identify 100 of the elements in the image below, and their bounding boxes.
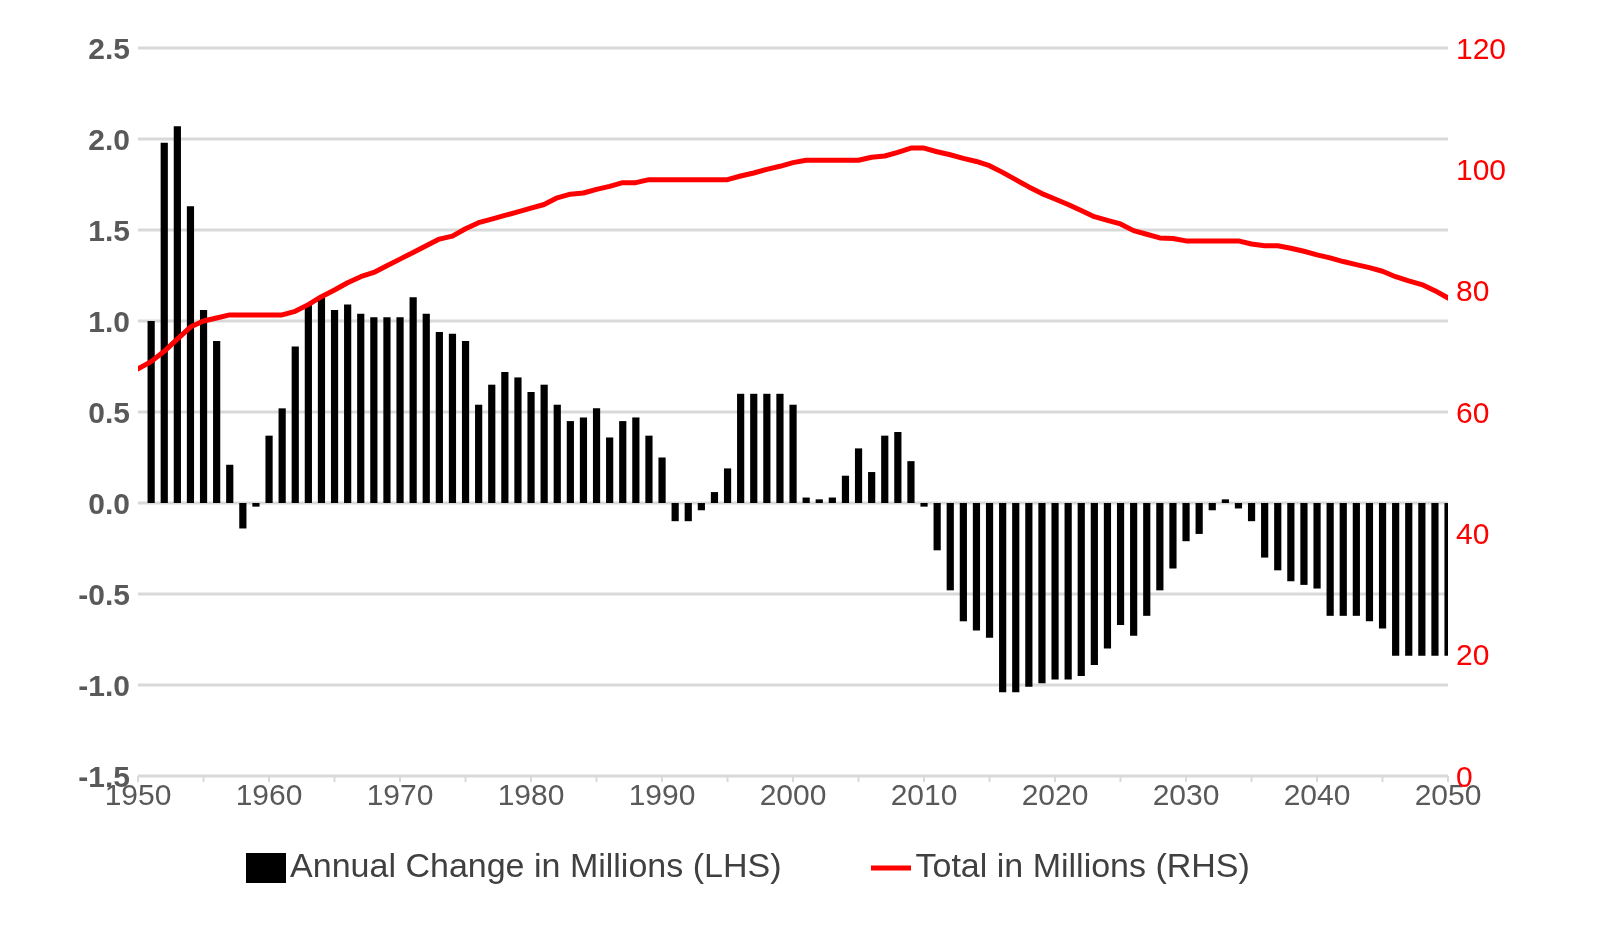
bar [396,317,404,503]
bar [422,313,430,503]
legend-label: Total in Millions (RHS) [915,845,1250,884]
bar [1234,502,1243,509]
bar [789,404,797,503]
bar [317,297,326,503]
bar [1247,502,1256,522]
bar [213,341,221,503]
bar [1012,502,1020,693]
bar [854,448,863,503]
bar [383,317,391,503]
bar [475,404,483,503]
bar [461,341,470,503]
bar [330,310,339,503]
y2-tick-label: 40 [1456,516,1490,550]
bar [173,126,181,503]
bar [1143,502,1151,616]
bar [776,393,784,503]
x-tick-label: 2040 [1283,778,1351,812]
bar [527,391,535,503]
bar [959,502,967,622]
x-tick-label: 2000 [759,778,827,812]
bar [1051,502,1059,680]
y-tick-label: 0.5 [88,395,130,429]
x-tick-label: 2010 [890,778,958,812]
bar [907,461,915,503]
bar [1103,502,1112,649]
bar [226,464,234,503]
bar [815,499,823,503]
bar [357,313,365,503]
bar [488,384,496,503]
y-tick-label: -1.0 [78,668,130,702]
bar [737,393,745,503]
bar [540,384,548,503]
bar [868,472,876,503]
y-tick-label: 1.0 [88,304,130,338]
x-tick-label: 1970 [366,778,434,812]
bar [1378,502,1387,629]
bar [1405,502,1413,656]
x-tick-label: 1980 [497,778,565,812]
bar [1313,502,1321,589]
bar [972,502,981,631]
bar [304,304,312,503]
bar [946,502,954,591]
bar [1116,502,1125,625]
bar [566,421,574,503]
bar [1339,502,1347,616]
bar [606,437,614,503]
bar [802,497,810,503]
bar [435,331,443,503]
bar [579,417,588,503]
bar [1326,502,1334,616]
x-tick-label: 2030 [1152,778,1220,812]
bar [1365,502,1374,622]
bar [252,502,260,507]
y2-tick-label: 120 [1456,31,1507,65]
bar [619,421,627,503]
legend-label: Annual Change in Millions (LHS) [290,845,782,884]
bar [828,497,836,503]
bar [985,502,994,638]
bar [1221,499,1229,503]
bar [1064,502,1072,680]
bar [291,346,299,503]
y2-tick-label: 100 [1456,152,1507,186]
x-tick-label: 1990 [628,778,696,812]
bar [514,377,522,503]
y-tick-label: 2.5 [88,31,130,65]
bar [370,317,378,503]
bar [750,393,758,503]
bar [186,206,195,503]
bar [933,502,941,551]
bar [1156,502,1164,591]
y2-tick-label: 60 [1456,395,1490,429]
bar [841,475,850,503]
bar [1195,502,1203,534]
bar [1392,502,1400,656]
bar [147,320,155,503]
bar [409,297,417,503]
y-tick-label: 0.0 [88,486,130,520]
bar [344,304,352,503]
bar [671,502,679,522]
bar [501,371,509,503]
bar [265,435,273,503]
bar [697,502,705,511]
bar [1130,502,1138,636]
bar [592,408,601,503]
bar [684,502,692,522]
bar [723,468,732,503]
y2-tick-label: 20 [1456,638,1490,672]
bar [1352,502,1360,616]
bar [920,502,928,507]
bar [553,404,561,503]
x-tick-label: 1960 [235,778,303,812]
bar [448,333,457,503]
bar [999,502,1007,693]
y2-tick-label: 80 [1456,274,1490,308]
x-tick-label: 2020 [1021,778,1089,812]
bar [710,492,719,503]
bar [658,457,666,503]
bar [1208,502,1216,511]
